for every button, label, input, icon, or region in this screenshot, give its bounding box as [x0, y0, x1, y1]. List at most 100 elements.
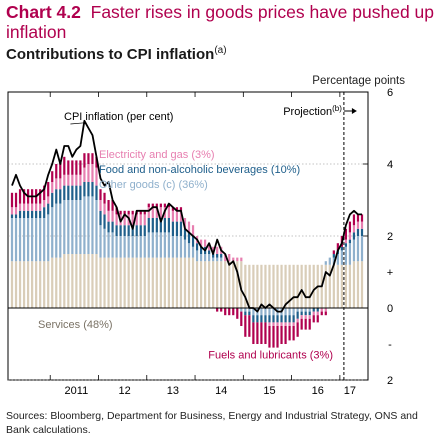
bar-services [18, 261, 22, 308]
x-tick-label: 15 [263, 385, 275, 397]
bar-other_goods [107, 232, 110, 258]
bar-electricity_gas [31, 203, 34, 211]
bar-electricity_gas [360, 221, 364, 229]
bar-food [123, 225, 126, 236]
bar-other_goods [336, 254, 339, 265]
bar-food [95, 185, 98, 200]
bar-services [99, 257, 102, 308]
bar-other_goods [147, 232, 150, 258]
bar-food [280, 315, 283, 323]
bar-electricity_gas [308, 315, 311, 319]
bar-services [55, 257, 58, 308]
bar-fuels [63, 156, 66, 175]
bar-services [175, 257, 179, 308]
chart-subtitle: Contributions to CPI inflation(a) [6, 45, 227, 63]
bar-fuels [312, 315, 315, 323]
bar-food [212, 254, 215, 258]
bar-other_goods [71, 200, 74, 254]
bar-fuels [131, 210, 134, 215]
bar-electricity_gas [300, 315, 303, 319]
bar-electricity_gas [288, 322, 291, 326]
bar-food [119, 225, 122, 236]
bar-food [26, 210, 30, 218]
bar-other_goods [59, 203, 62, 258]
bar-electricity_gas [71, 174, 74, 186]
bar-services [268, 264, 271, 308]
bar-fuels [244, 315, 247, 337]
y-tick-label: 2 [387, 375, 393, 387]
bar-services [220, 261, 223, 308]
bar-fuels [159, 203, 162, 208]
bar-fuels [115, 207, 118, 215]
x-tick-label: 12 [119, 385, 131, 397]
bar-electricity_gas [22, 203, 26, 211]
bar-electricity_gas [324, 308, 327, 312]
bar-services [276, 264, 279, 308]
bar-food [175, 221, 179, 236]
bar-fuels [47, 182, 50, 197]
bar-fuels [123, 210, 126, 215]
bar-food [195, 243, 199, 251]
bar-fuels [22, 189, 26, 204]
bar-fuels [360, 214, 364, 222]
bar-other_goods [91, 196, 94, 254]
bar-electricity_gas [272, 322, 275, 326]
bar-electricity_gas [131, 214, 134, 226]
bar-services [203, 261, 207, 308]
bar-other_goods [99, 225, 102, 258]
bar-other_goods [183, 239, 187, 258]
bar-services [123, 257, 126, 308]
y-tick-label: 0 [387, 303, 393, 315]
bar-electricity_gas [79, 174, 82, 186]
bar-fuels [256, 322, 259, 344]
bar-fuels [240, 311, 243, 326]
bar-fuels [119, 210, 122, 215]
bar-fuels [288, 326, 291, 341]
bar-electricity_gas [83, 167, 86, 182]
bar-services [324, 264, 327, 308]
bar-services [356, 261, 360, 308]
bar-fuels [59, 160, 62, 179]
bar-services [10, 261, 14, 308]
bar-food [79, 185, 82, 200]
bar-services [336, 264, 339, 308]
bar-food [167, 218, 171, 233]
bar-services [95, 254, 98, 308]
bar-electricity_gas [316, 311, 319, 316]
bar-fuels [332, 250, 335, 254]
bar-services [280, 264, 283, 308]
bar-food [87, 182, 90, 197]
x-tick-label: 16 [312, 385, 324, 397]
legend-other_goods: Other goods (c) (36%) [99, 179, 208, 191]
bar-services [171, 257, 175, 308]
bar-services [91, 254, 94, 308]
bar-services [352, 261, 356, 308]
bar-food [208, 250, 211, 254]
bar-services [252, 264, 255, 308]
bar-fuels [127, 210, 130, 215]
bar-other_goods [10, 218, 14, 262]
bar-other_goods [103, 228, 106, 258]
bar-electricity_gas [39, 203, 42, 211]
bar-electricity_gas [26, 203, 30, 211]
bar-electricity_gas [59, 178, 62, 190]
bar-services [344, 264, 348, 308]
bar-other_goods [151, 232, 154, 258]
chart-title-text: Faster rises in goods prices have pushed… [6, 2, 435, 42]
bar-other_goods [332, 257, 335, 265]
bar-fuels [175, 207, 179, 211]
bar-electricity_gas [304, 315, 307, 319]
bar-electricity_gas [292, 322, 295, 326]
bar-electricity_gas [352, 225, 356, 233]
cpi-line-label: CPI inflation (per cent) [64, 111, 173, 123]
bar-other_goods [119, 236, 122, 258]
bar-other_goods [135, 236, 138, 258]
bar-food [348, 239, 352, 244]
bar-fuels [14, 192, 18, 208]
projection-label: Projection(b) [283, 104, 342, 118]
bar-services [143, 257, 146, 308]
bar-electricity_gas [212, 246, 215, 254]
bar-electricity_gas [171, 210, 175, 222]
bar-electricity_gas [111, 210, 114, 222]
bar-fuels [87, 153, 90, 164]
